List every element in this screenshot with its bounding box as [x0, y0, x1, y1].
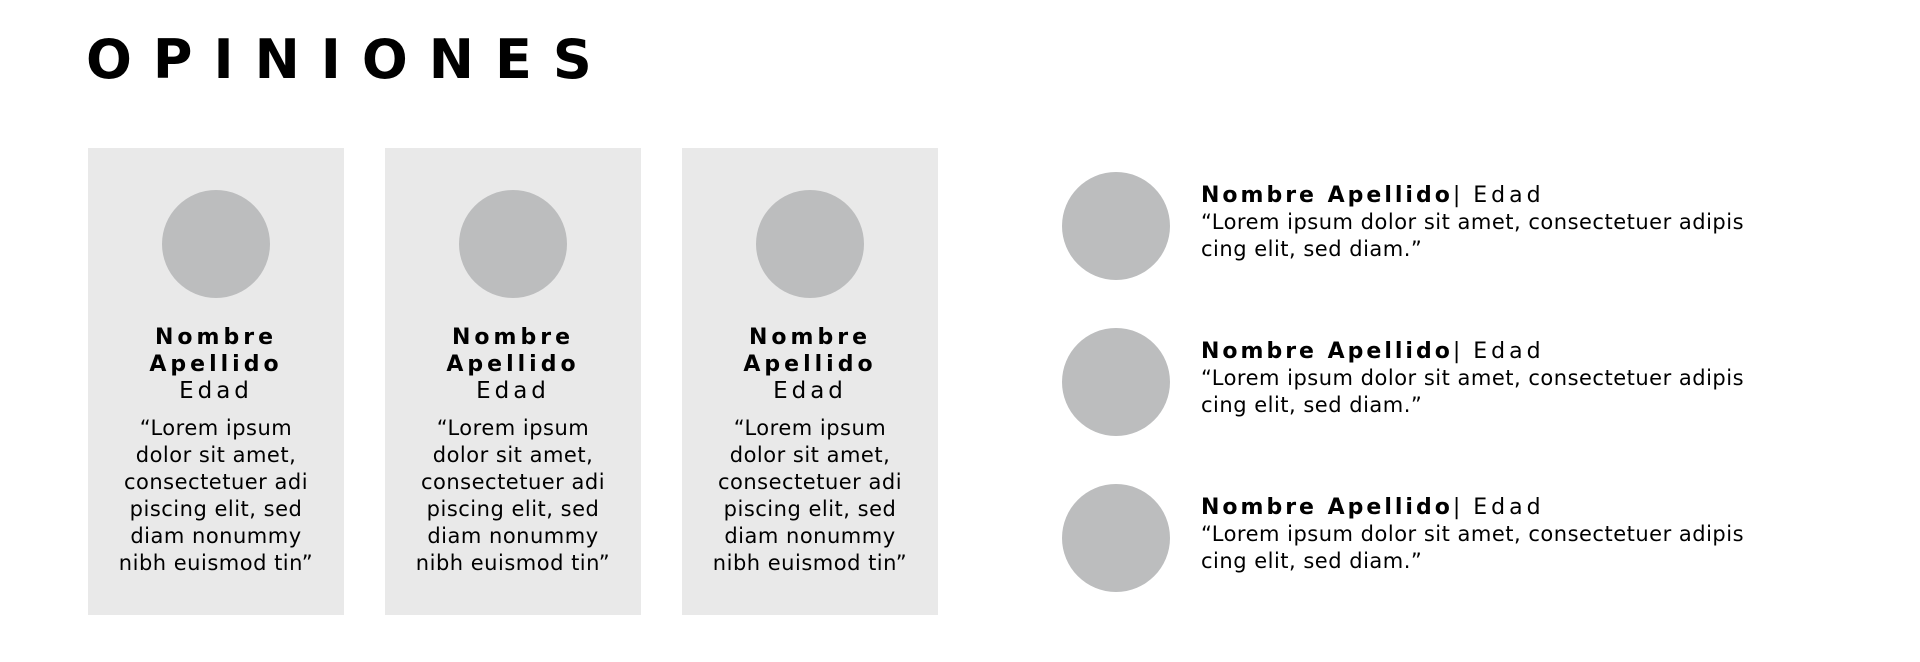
avatar — [1062, 484, 1170, 592]
reviewer-age: Edad — [773, 378, 847, 404]
reviewer-age: Edad — [476, 378, 550, 404]
testimonial-quote: “Lorem ipsum dolor sit amet, consectetue… — [1201, 210, 1745, 261]
testimonial-quote: “Lorem ipsum dolor sit amet, consectetue… — [1201, 522, 1745, 573]
avatar — [1062, 172, 1170, 280]
row-text: Nombre Apellido| Edad “Lorem ipsum dolor… — [1201, 182, 1881, 263]
reviewer-age: Edad — [1473, 495, 1545, 520]
row-heading: Nombre Apellido| Edad — [1201, 182, 1881, 209]
testimonial-quote: “Lorem ipsum dolor sit amet, consectetue… — [712, 416, 908, 575]
reviewer-age: Edad — [1473, 339, 1545, 364]
card-text: Nombre Apellido Edad “Lorem ipsum dolor … — [682, 324, 938, 577]
row-text: Nombre Apellido| Edad “Lorem ipsum dolor… — [1201, 338, 1881, 419]
reviewer-age: Edad — [1473, 183, 1545, 208]
testimonial-quote: “Lorem ipsum dolor sit amet, consectetue… — [118, 416, 314, 575]
testimonial-card: Nombre Apellido Edad “Lorem ipsum dolor … — [385, 148, 641, 615]
row-text: Nombre Apellido| Edad “Lorem ipsum dolor… — [1201, 494, 1881, 575]
card-text: Nombre Apellido Edad “Lorem ipsum dolor … — [88, 324, 344, 577]
avatar — [162, 190, 270, 298]
testimonial-row: Nombre Apellido| Edad “Lorem ipsum dolor… — [1062, 484, 1882, 592]
testimonial-quote: “Lorem ipsum dolor sit amet, consectetue… — [415, 416, 611, 575]
card-text: Nombre Apellido Edad “Lorem ipsum dolor … — [385, 324, 641, 577]
row-heading: Nombre Apellido| Edad — [1201, 338, 1881, 365]
name-age-separator: | — [1452, 495, 1464, 520]
page-title: OPINIONES — [86, 28, 613, 91]
reviewer-age: Edad — [179, 378, 253, 404]
row-heading: Nombre Apellido| Edad — [1201, 494, 1881, 521]
avatar — [756, 190, 864, 298]
reviewer-name: Nombre Apellido — [446, 325, 580, 377]
testimonial-card: Nombre Apellido Edad “Lorem ipsum dolor … — [88, 148, 344, 615]
testimonial-row: Nombre Apellido| Edad “Lorem ipsum dolor… — [1062, 328, 1882, 436]
testimonial-row: Nombre Apellido| Edad “Lorem ipsum dolor… — [1062, 172, 1882, 280]
reviewer-name: Nombre Apellido — [149, 325, 283, 377]
avatar — [1062, 328, 1170, 436]
testimonial-card: Nombre Apellido Edad “Lorem ipsum dolor … — [682, 148, 938, 615]
reviewer-name: Nombre Apellido — [1201, 183, 1453, 208]
reviewer-name: Nombre Apellido — [1201, 495, 1453, 520]
reviewer-name: Nombre Apellido — [743, 325, 877, 377]
testimonial-quote: “Lorem ipsum dolor sit amet, consectetue… — [1201, 366, 1745, 417]
reviewer-name: Nombre Apellido — [1201, 339, 1453, 364]
name-age-separator: | — [1452, 183, 1464, 208]
name-age-separator: | — [1452, 339, 1464, 364]
avatar — [459, 190, 567, 298]
